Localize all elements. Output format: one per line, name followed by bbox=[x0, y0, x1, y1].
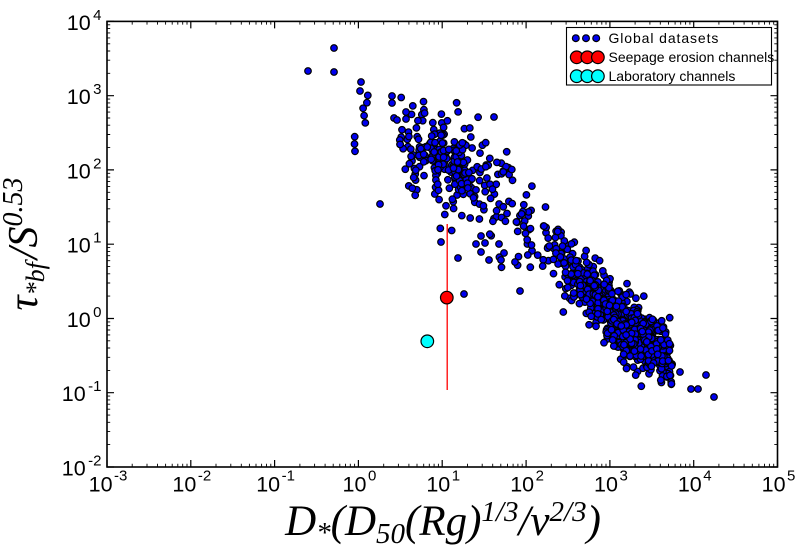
svg-text:10-2: 10 -2 bbox=[62, 452, 102, 480]
svg-text:Seepage erosion channels: Seepage erosion channels bbox=[609, 49, 775, 65]
svg-text:10-3: 10 -3 bbox=[89, 468, 128, 497]
svg-text:Global datasets: Global datasets bbox=[609, 30, 720, 46]
svg-text:100: 10 0 bbox=[343, 468, 377, 497]
svg-text:10-1: 10 -1 bbox=[62, 378, 102, 406]
svg-text:Laboratory channels: Laboratory channels bbox=[609, 68, 736, 84]
svg-text:D*(D50(Rg)1/3/ν2/3): D*(D50(Rg)1/3/ν2/3) bbox=[284, 496, 601, 550]
